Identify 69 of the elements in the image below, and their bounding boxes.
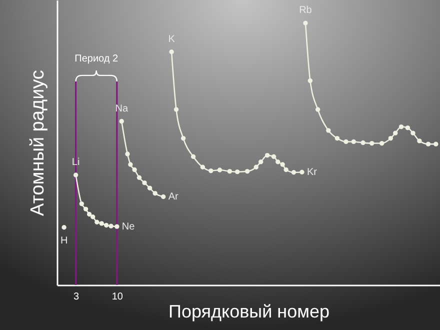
point — [73, 172, 78, 178]
point — [398, 124, 404, 130]
point — [152, 190, 158, 196]
point — [114, 224, 120, 229]
point — [174, 107, 179, 112]
point — [315, 107, 320, 112]
point — [132, 167, 137, 172]
point — [388, 136, 393, 141]
annotation: Kr — [306, 167, 318, 178]
point — [200, 164, 206, 170]
point — [410, 130, 416, 136]
point — [276, 160, 280, 164]
point — [405, 125, 410, 130]
point — [227, 168, 232, 174]
annotation: Rb — [299, 5, 312, 16]
point — [326, 128, 331, 133]
point — [119, 118, 124, 124]
point — [303, 20, 308, 26]
point — [147, 186, 152, 190]
point — [94, 220, 100, 224]
point — [258, 160, 264, 164]
point — [104, 222, 109, 228]
point — [351, 139, 356, 144]
x-axis-title: Порядковый номер — [168, 302, 330, 322]
point — [284, 167, 288, 172]
point — [344, 139, 348, 144]
point — [393, 130, 398, 136]
point — [264, 152, 270, 158]
point — [291, 170, 296, 175]
point — [300, 170, 304, 174]
point — [334, 136, 340, 141]
annotation: K — [168, 34, 176, 45]
point — [160, 194, 166, 200]
point — [380, 140, 384, 146]
point — [136, 175, 142, 180]
point — [108, 224, 114, 228]
point — [83, 206, 88, 212]
point — [417, 138, 422, 144]
point — [308, 78, 313, 84]
point — [62, 225, 66, 230]
y-axis-title: Атомный радиус — [28, 70, 48, 216]
point — [271, 154, 276, 159]
point — [434, 142, 438, 146]
point — [254, 164, 258, 170]
point — [190, 154, 196, 159]
x-tick-label: 3 — [74, 292, 80, 302]
point — [86, 212, 92, 217]
annotation: Li — [72, 156, 80, 168]
point — [99, 221, 104, 226]
point — [426, 142, 431, 146]
point — [79, 201, 84, 206]
point — [125, 152, 130, 156]
annotation: Период 2 — [74, 53, 118, 64]
point — [244, 168, 250, 174]
point — [370, 140, 374, 146]
point — [90, 214, 96, 220]
point — [360, 140, 366, 146]
point — [234, 170, 240, 174]
point — [128, 162, 133, 167]
annotation: Ne — [122, 222, 136, 233]
point — [280, 162, 285, 167]
annotation: Ar — [168, 192, 179, 203]
point — [142, 180, 147, 186]
annotation: H — [60, 235, 68, 246]
point — [217, 168, 222, 172]
point — [169, 50, 174, 54]
x-tick-label: 10 — [112, 292, 124, 302]
point — [208, 168, 214, 174]
point — [180, 136, 186, 141]
